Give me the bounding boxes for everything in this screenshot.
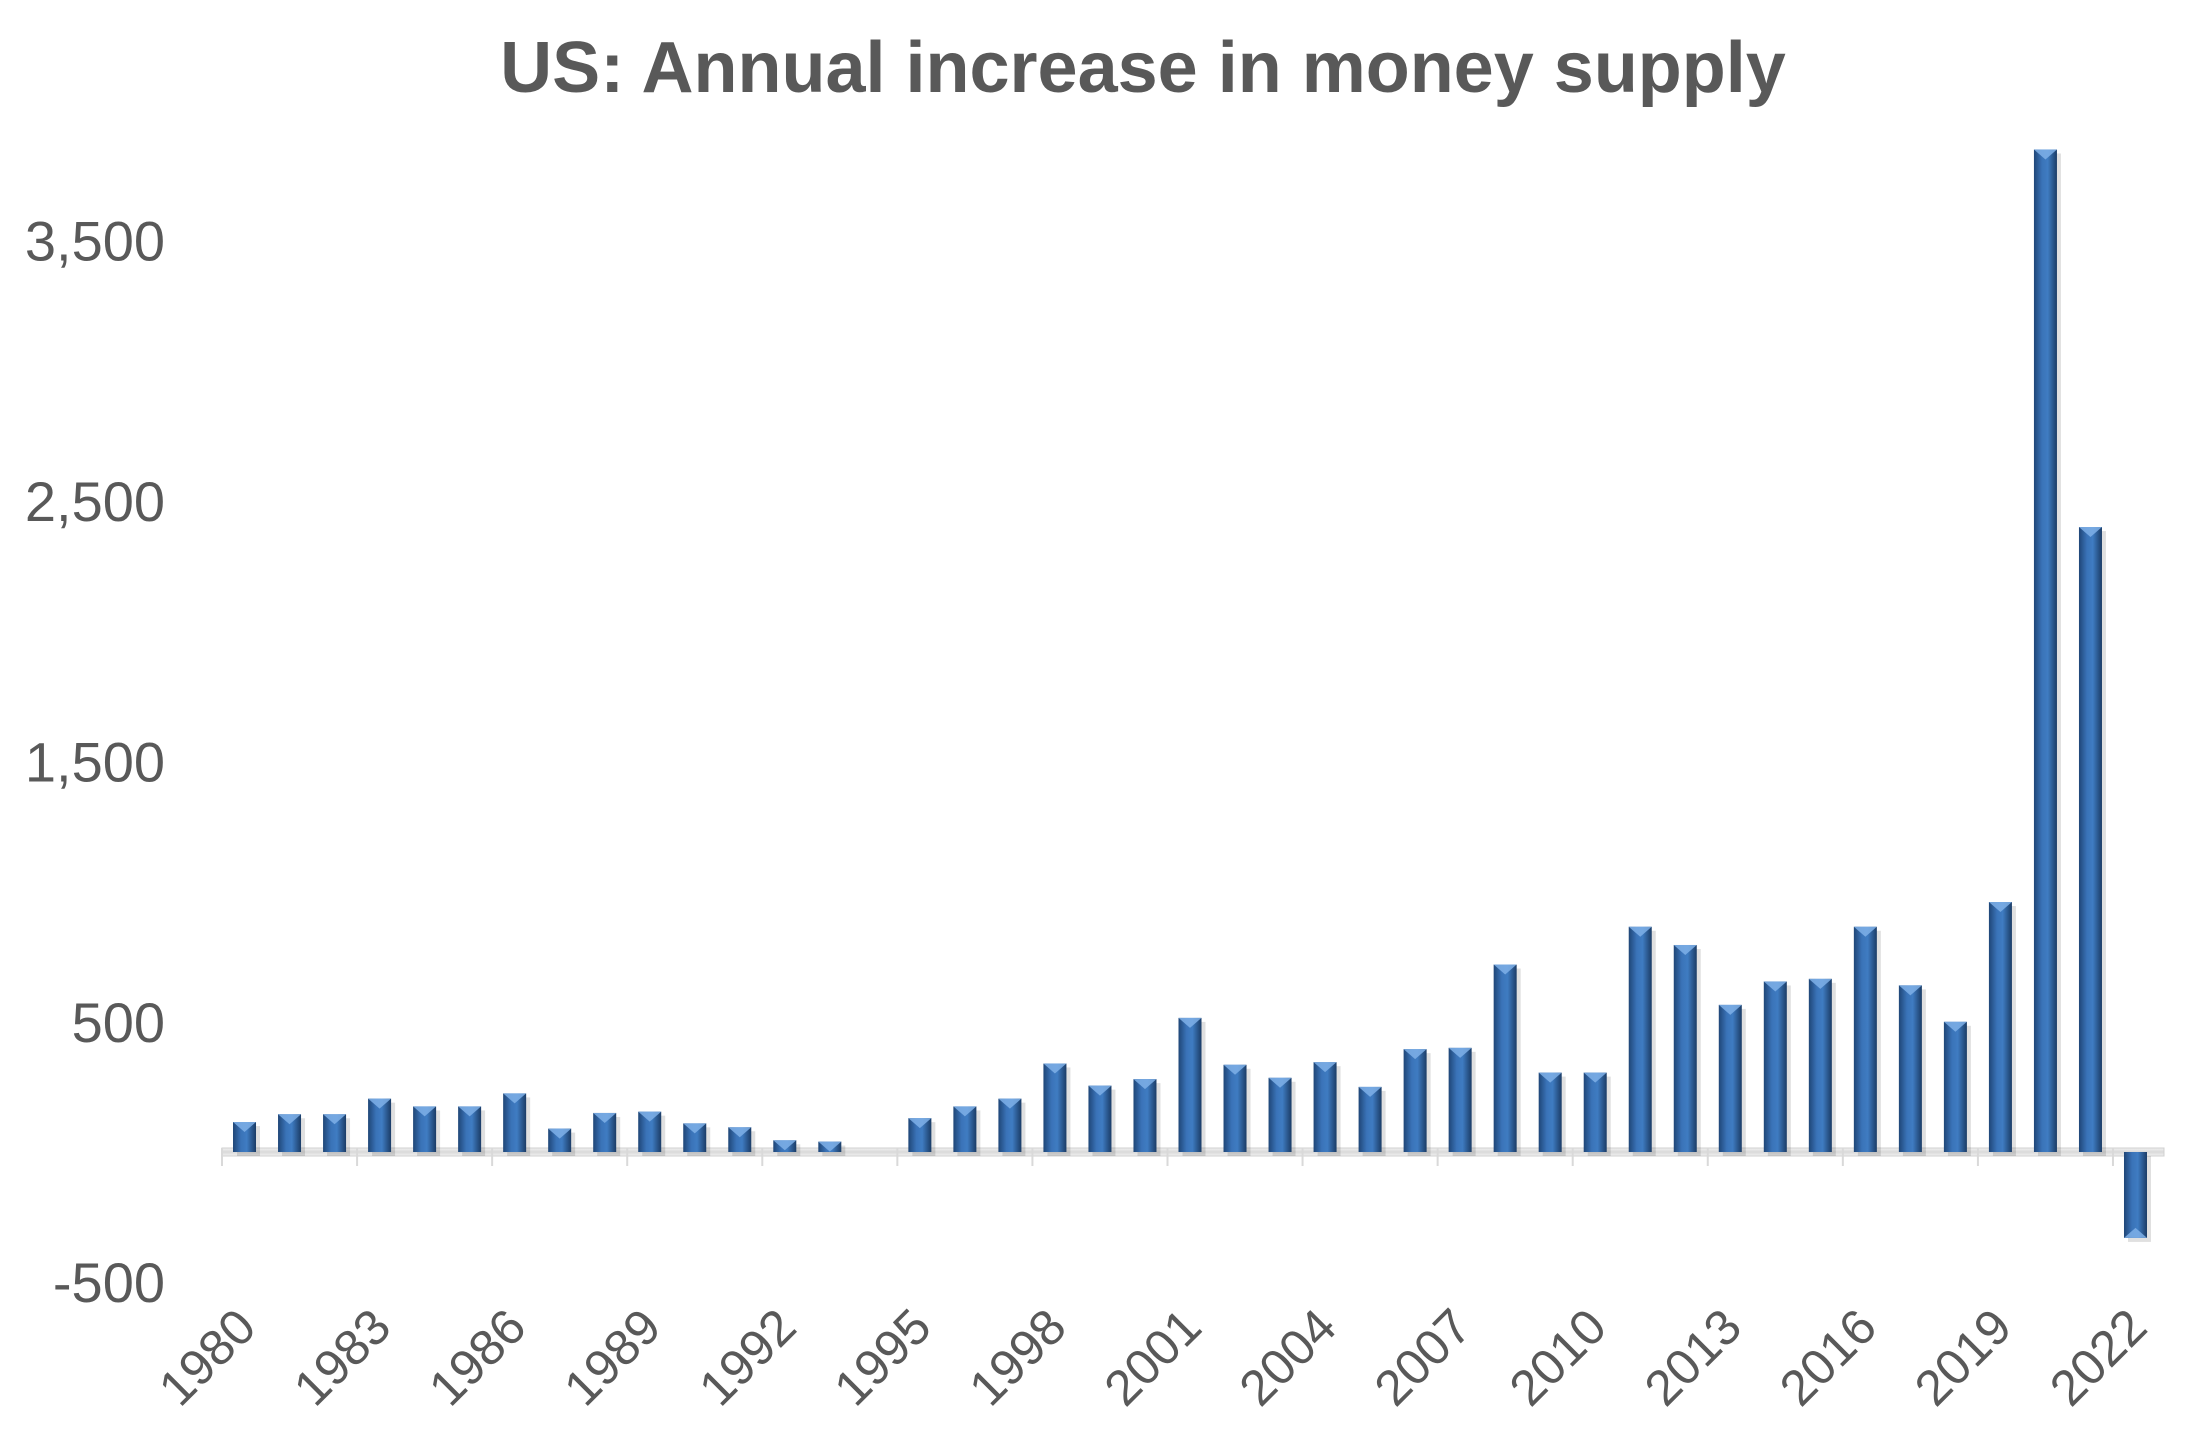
bar-1998 <box>1043 1063 1071 1156</box>
x-tick-label: 2004 <box>1229 1298 1347 1416</box>
bar-1986 <box>503 1093 531 1156</box>
x-tick-label: 1995 <box>823 1298 941 1416</box>
bar-1999 <box>1088 1085 1116 1156</box>
bar-2018 <box>1943 1021 1971 1156</box>
x-tick-label: 2013 <box>1634 1298 1752 1416</box>
y-tick-label: 1,500 <box>25 730 165 793</box>
bar-1985 <box>458 1106 486 1156</box>
x-tick-label: 2019 <box>1904 1298 2022 1416</box>
x-tick-label: 2001 <box>1094 1298 1212 1416</box>
x-tick-label: 2007 <box>1364 1298 1482 1416</box>
bar-2005 <box>1358 1086 1386 1156</box>
y-tick-label: 2,500 <box>25 470 165 533</box>
x-tick-label: 1980 <box>148 1298 266 1416</box>
bar-1980 <box>233 1122 261 1156</box>
bar-1996 <box>953 1106 981 1156</box>
bar-2020 <box>2033 149 2061 1156</box>
bar-2022 <box>2123 1152 2151 1242</box>
chart-title: US: Annual increase in money supply <box>500 28 1786 108</box>
bar-1995 <box>908 1118 936 1156</box>
bar-2009 <box>1538 1072 1566 1156</box>
bar-2019 <box>1988 902 2016 1156</box>
y-tick-label: 500 <box>72 991 165 1054</box>
bar-1989 <box>638 1111 666 1156</box>
x-tick-label: 1986 <box>418 1298 536 1416</box>
y-tick-label: -500 <box>53 1251 165 1314</box>
y-axis-tick-labels: -500 500 1,500 2,500 3,500 <box>25 210 165 1315</box>
bar-1991 <box>728 1127 756 1156</box>
bar-2012 <box>1673 944 1701 1156</box>
bar-2021 <box>2078 527 2106 1156</box>
bar-2003 <box>1268 1077 1296 1156</box>
bar-2014 <box>1763 981 1791 1156</box>
bar-1981 <box>278 1114 306 1156</box>
bar-2006 <box>1403 1049 1431 1156</box>
x-tick-label: 1992 <box>688 1298 806 1416</box>
bar-1997 <box>998 1098 1026 1156</box>
bar-1982 <box>323 1114 351 1156</box>
bar-2010 <box>1583 1072 1611 1156</box>
bar-2007 <box>1448 1047 1476 1156</box>
x-tick-label: 1998 <box>958 1298 1076 1416</box>
bar-1988 <box>593 1112 621 1156</box>
bar-1993 <box>818 1141 846 1156</box>
bar-2004 <box>1313 1062 1341 1156</box>
bar-2002 <box>1223 1064 1251 1156</box>
bar-2008 <box>1493 964 1521 1156</box>
x-tick-label: 1989 <box>553 1298 671 1416</box>
bar-2015 <box>1808 978 1836 1156</box>
bar-2017 <box>1898 985 1926 1156</box>
bar-2000 <box>1133 1079 1161 1156</box>
x-tick-label: 2022 <box>2039 1298 2157 1416</box>
bar-2001 <box>1178 1017 1206 1156</box>
x-tick-label: 2016 <box>1769 1298 1887 1416</box>
bar-1984 <box>413 1106 441 1156</box>
bar-1992 <box>773 1140 801 1156</box>
bar-2011 <box>1628 926 1656 1156</box>
bar-2013 <box>1718 1004 1746 1156</box>
x-tick-label: 2010 <box>1499 1298 1617 1416</box>
x-axis-tick-labels: 1980 1983 1986 1989 1992 1995 1998 2001 2004 2007… <box>148 1298 2157 1416</box>
y-tick-label: 3,500 <box>25 210 165 273</box>
x-tick-label: 1983 <box>283 1298 401 1416</box>
bar-1990 <box>683 1123 711 1156</box>
bar-1983 <box>368 1098 396 1156</box>
bar-2016 <box>1853 926 1881 1156</box>
bars-group <box>233 149 2151 1242</box>
bar-1987 <box>548 1128 576 1156</box>
